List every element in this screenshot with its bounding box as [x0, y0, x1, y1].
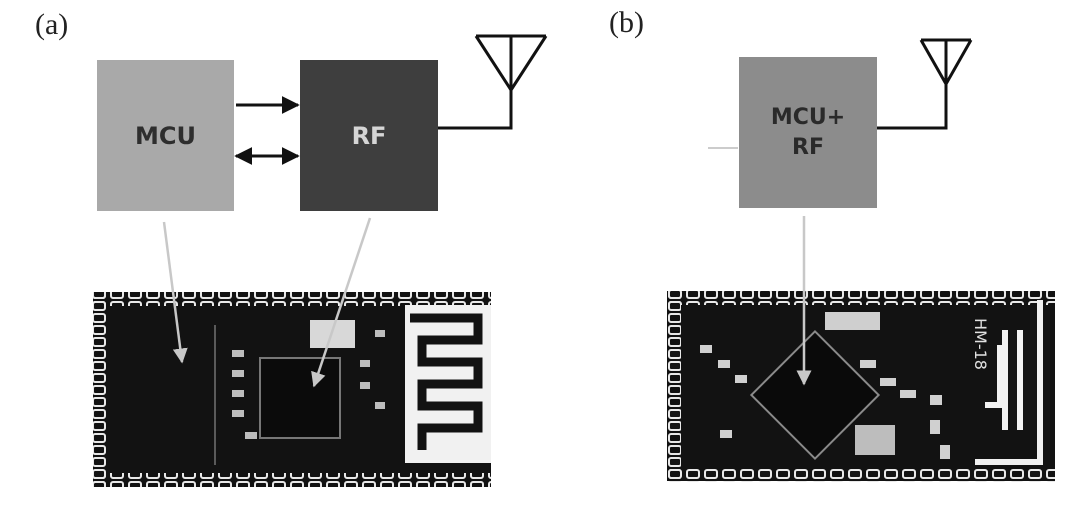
mcu-pointer-arrow [162, 221, 188, 364]
rf-block-label: RF [351, 121, 387, 150]
panel-a-label: (a) [35, 8, 69, 41]
panel-b-label: (b) [609, 6, 644, 39]
module-b-photo: HM-18 [667, 291, 1055, 482]
rf-pointer-arrow [311, 217, 372, 388]
mcu-rf-antenna-feed [877, 82, 948, 130]
module-a-photo [93, 292, 491, 487]
mcu-rf-block-label-line1: MCU+ [770, 104, 846, 130]
mcu-block: MCU [97, 60, 234, 211]
mcu-rf-block: MCU+ RF [739, 57, 877, 208]
antenna-icon [474, 34, 548, 91]
rf-block: RF [300, 60, 438, 211]
rf-antenna-feed [438, 86, 513, 130]
mcu-block-label: MCU [135, 121, 196, 150]
module-silkscreen-label: HM-18 [971, 318, 990, 370]
antenna-icon [919, 38, 973, 85]
mcu-rf-block-label-line2: RF [792, 134, 824, 160]
